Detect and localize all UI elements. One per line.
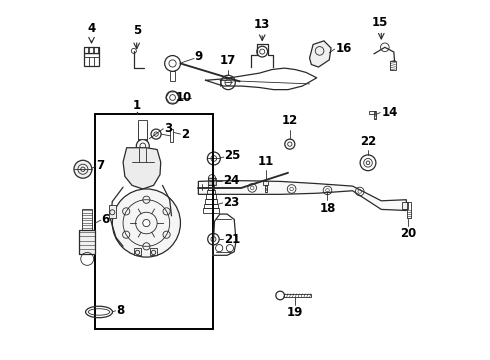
Circle shape xyxy=(74,160,92,178)
Bar xyxy=(402,202,408,209)
Text: 4: 4 xyxy=(87,22,96,36)
Bar xyxy=(109,205,116,218)
Text: 24: 24 xyxy=(223,174,239,186)
Text: 5: 5 xyxy=(133,24,141,37)
Text: 18: 18 xyxy=(319,202,336,215)
Bar xyxy=(408,202,411,218)
Text: 14: 14 xyxy=(381,106,398,119)
Bar xyxy=(89,47,93,53)
Circle shape xyxy=(136,139,149,152)
Bar xyxy=(139,125,147,146)
Text: 16: 16 xyxy=(335,41,352,54)
Bar xyxy=(374,111,376,119)
Text: 1: 1 xyxy=(132,99,141,112)
Bar xyxy=(139,120,147,139)
Bar xyxy=(79,230,95,253)
Text: 15: 15 xyxy=(371,16,388,29)
Text: 19: 19 xyxy=(287,306,303,319)
Polygon shape xyxy=(198,181,406,211)
Text: 8: 8 xyxy=(116,304,124,317)
Circle shape xyxy=(112,189,180,257)
Text: 23: 23 xyxy=(223,196,240,209)
Bar xyxy=(368,111,375,114)
Bar xyxy=(84,53,98,66)
Bar xyxy=(207,190,215,194)
Bar xyxy=(170,130,173,142)
Bar xyxy=(84,47,88,53)
Circle shape xyxy=(143,220,150,226)
Bar xyxy=(208,178,216,185)
Bar xyxy=(84,47,98,53)
Text: 20: 20 xyxy=(400,226,416,240)
Text: 10: 10 xyxy=(176,91,192,104)
Text: 22: 22 xyxy=(360,135,376,148)
Bar xyxy=(206,194,216,199)
Text: 12: 12 xyxy=(282,114,298,127)
Text: 11: 11 xyxy=(258,155,274,168)
Bar xyxy=(171,71,175,81)
Text: 9: 9 xyxy=(195,50,203,63)
Text: 25: 25 xyxy=(224,149,241,162)
Text: 6: 6 xyxy=(101,213,110,226)
Bar xyxy=(284,294,311,297)
Bar xyxy=(208,185,214,190)
Bar xyxy=(263,181,269,185)
Bar xyxy=(95,114,214,329)
Text: 2: 2 xyxy=(181,127,189,141)
Bar xyxy=(150,248,157,255)
Bar xyxy=(265,185,267,192)
Bar xyxy=(203,208,219,213)
Bar xyxy=(134,248,141,255)
Text: 21: 21 xyxy=(224,233,241,246)
Bar xyxy=(205,199,217,204)
Polygon shape xyxy=(310,41,331,67)
Bar xyxy=(82,210,92,230)
Text: 7: 7 xyxy=(97,159,105,172)
Bar xyxy=(204,204,218,208)
Text: 3: 3 xyxy=(164,122,172,135)
Bar xyxy=(94,47,98,53)
Text: 13: 13 xyxy=(254,18,270,31)
Polygon shape xyxy=(123,148,161,189)
Bar xyxy=(390,61,395,70)
Text: 17: 17 xyxy=(220,54,236,67)
